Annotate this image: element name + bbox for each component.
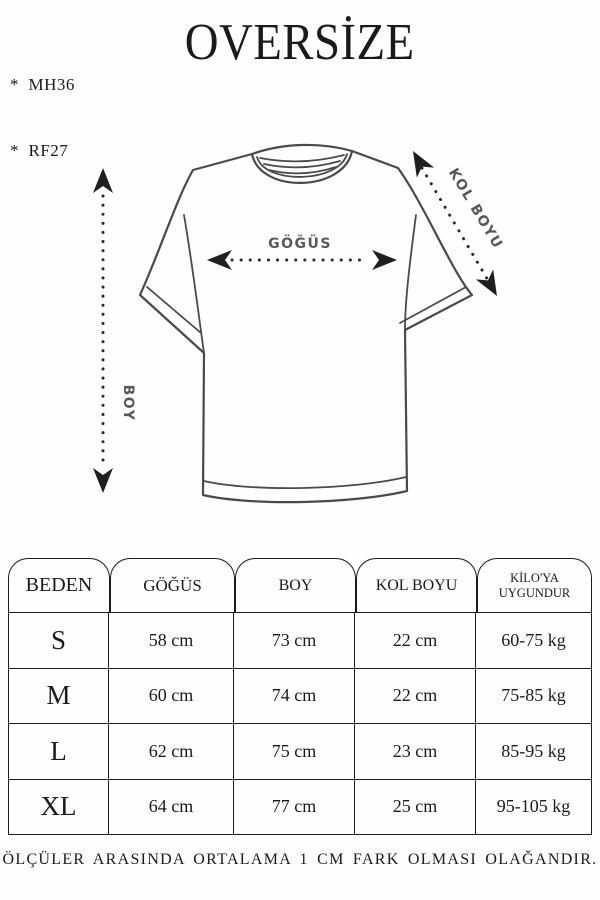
cell-size: L <box>9 724 109 779</box>
arrow-down-icon <box>93 468 113 493</box>
arrow-up-left-icon <box>413 151 435 178</box>
cell-size: XL <box>9 779 109 834</box>
collar-outer <box>250 149 354 184</box>
size-table-header: BEDEN GÖĞÜS BOY KOL BOYU KİLO'YA UYGUNDU… <box>8 558 592 612</box>
tshirt-outline <box>138 143 474 504</box>
left-armhole-seam <box>183 214 205 354</box>
cell-weight: 60-75 kg <box>501 629 566 650</box>
table-row-l: L 62 cm 75 cm 23 cm 85-95 kg <box>9 724 591 780</box>
arrow-left-icon <box>207 250 232 270</box>
cell-sleeve: 23 cm <box>355 724 476 779</box>
arrow-up-icon <box>93 168 113 193</box>
size-table-body: S 58 cm 73 cm 22 cm 60-75 kg M 60 cm 74 … <box>8 612 592 835</box>
page-title: OVERSİZE <box>185 14 415 71</box>
header-cell-sleeve: KOL BOYU <box>356 558 477 612</box>
table-row-m: M 60 cm 74 cm 22 cm 75-85 kg <box>9 668 591 724</box>
arrow-right-icon <box>372 250 397 270</box>
table-row-s: S 58 cm 73 cm 22 cm 60-75 kg <box>9 613 591 669</box>
right-cuff-line <box>399 286 467 324</box>
collar-rib-2 <box>263 160 341 169</box>
hem-band-line <box>203 476 407 490</box>
chest-label: GÖĞÜS <box>268 234 332 252</box>
product-codes: * MH36 * RF27 <box>10 30 75 206</box>
cell-sleeve: 22 cm <box>355 613 476 668</box>
header-cell-chest: GÖĞÜS <box>110 558 235 612</box>
cell-chest: 60 cm <box>109 668 234 723</box>
cell-length: 74 cm <box>234 668 355 723</box>
cell-length: 73 cm <box>234 613 355 668</box>
collar-rib-1 <box>259 154 345 163</box>
table-row-xl: XL 64 cm 77 cm 25 cm 95-105 kg <box>9 779 591 834</box>
arrow-down-right-icon <box>475 269 497 296</box>
product-code-2: * RF27 <box>10 141 69 160</box>
cell-size: S <box>9 613 109 668</box>
cell-weight: 75-85 kg <box>501 685 566 706</box>
length-measure-arrow: BOY <box>93 168 136 493</box>
size-table: BEDEN GÖĞÜS BOY KOL BOYU KİLO'YA UYGUNDU… <box>8 558 592 835</box>
cell-length: 77 cm <box>234 779 355 834</box>
cell-weight: 85-95 kg <box>501 740 566 761</box>
length-label: BOY <box>120 385 136 422</box>
cell-weight: 95-105 kg <box>496 796 571 817</box>
collar-rib-3 <box>268 166 337 175</box>
cell-chest: 62 cm <box>109 724 234 779</box>
sleeve-label: KOL BOYU <box>445 166 506 253</box>
cell-chest: 64 cm <box>109 779 234 834</box>
cell-chest: 58 cm <box>109 613 234 668</box>
cell-sleeve: 25 cm <box>355 779 476 834</box>
tshirt-measurement-diagram: BOY GÖĞÜS KOL BOYU <box>93 143 506 504</box>
header-cell-weight: KİLO'YA UYGUNDUR <box>477 558 592 612</box>
cell-length: 75 cm <box>234 724 355 779</box>
cell-size: M <box>9 668 109 723</box>
left-cuff-line <box>146 286 202 334</box>
tolerance-note: ÖLÇÜLER ARASINDA ORTALAMA 1 CM FARK OLMA… <box>2 851 598 868</box>
cell-sleeve: 22 cm <box>355 668 476 723</box>
sleeve-measure-arrow: KOL BOYU <box>413 151 506 296</box>
right-armhole-seam <box>404 214 417 331</box>
collar-inner <box>256 153 348 178</box>
product-code-1: * MH36 <box>10 75 75 94</box>
chest-measure-arrow: GÖĞÜS <box>207 234 397 270</box>
header-cell-length: BOY <box>235 558 356 612</box>
header-cell-size: BEDEN <box>8 558 110 612</box>
